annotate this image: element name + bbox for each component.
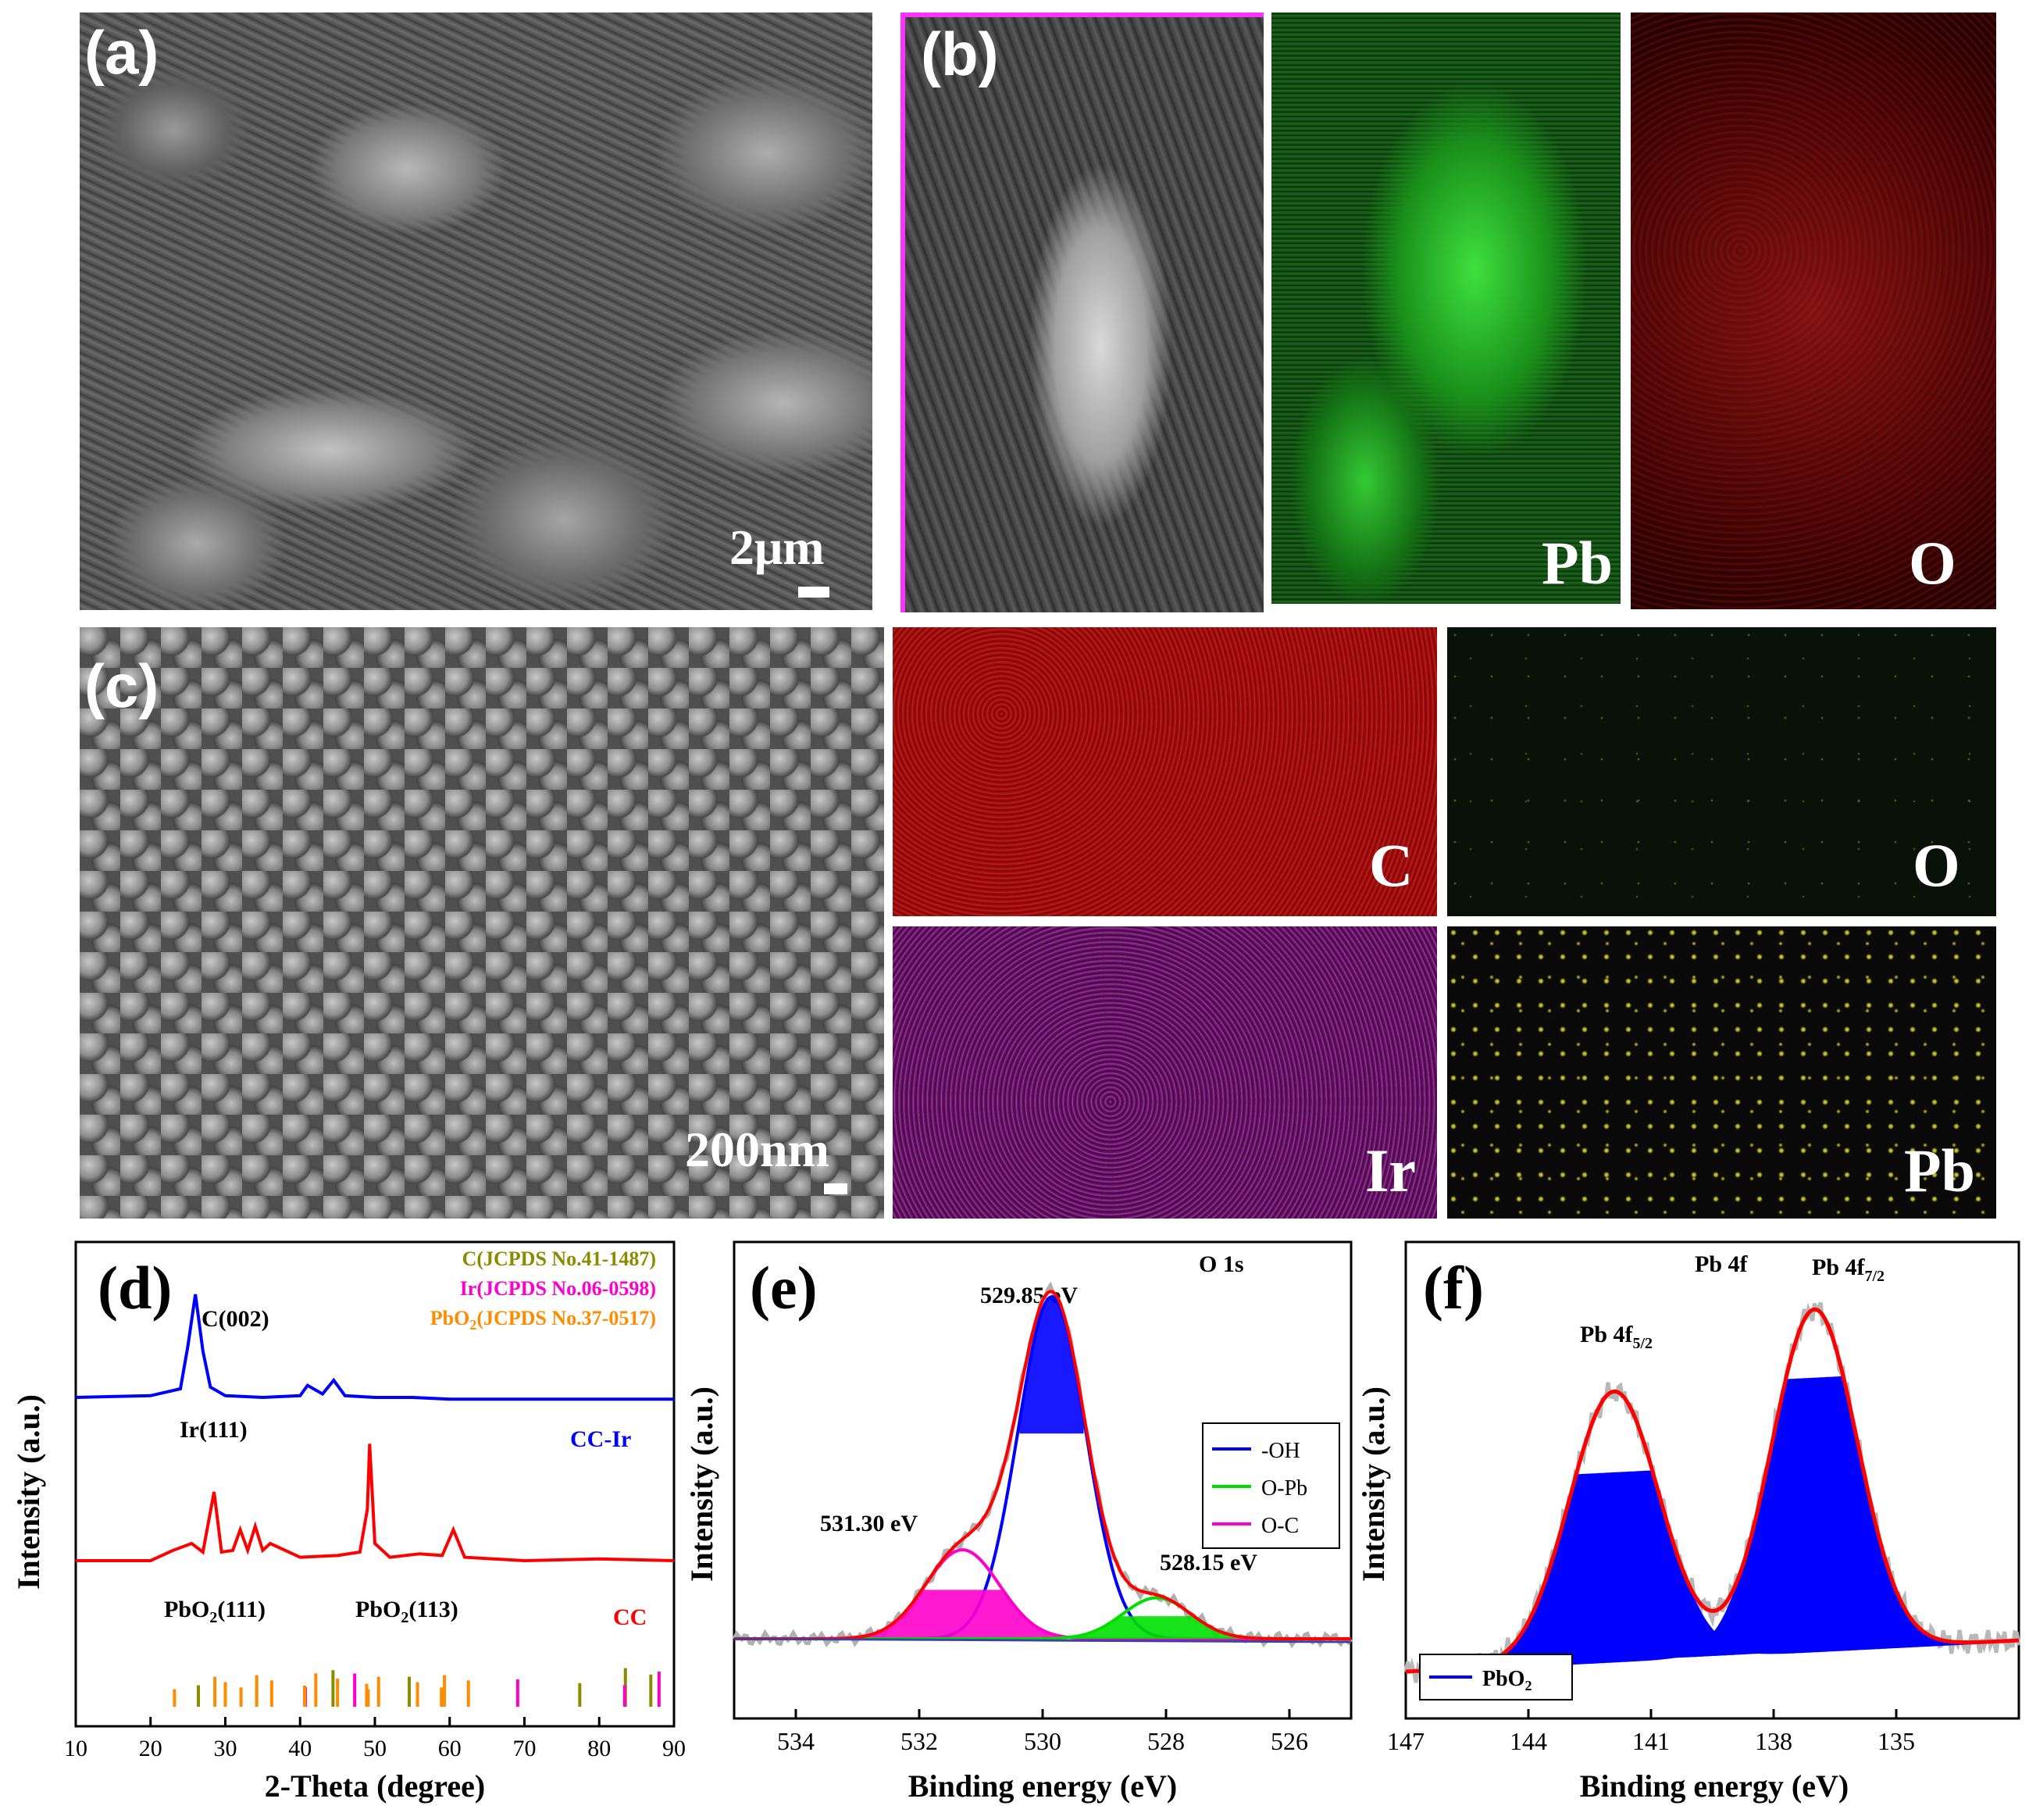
xps-f-curves	[1403, 1301, 2021, 1683]
legend-c-ref: C(JCPDS No.41-1487)	[462, 1247, 656, 1270]
xps-f-y-axis-label: Intensity (a.u.)	[1359, 1386, 1391, 1582]
annot-cc-ir: CC-Ir	[570, 1426, 631, 1452]
xrd-series-cc	[76, 1444, 675, 1563]
x-tick-label-d: 80	[587, 1736, 611, 1761]
xrd-x-axis-label: 2-Theta (degree)	[265, 1768, 486, 1804]
annot-cc: CC	[613, 1604, 647, 1630]
xps-f-x-axis-label: Binding energy (eV)	[1580, 1768, 1849, 1804]
x-tick-label-d: 40	[288, 1736, 312, 1761]
eds-map-pb-c: Pb	[1447, 926, 1996, 1219]
eds-map-ir-c: Ir	[893, 926, 1437, 1219]
scale-bar-label-a: 2μm	[729, 519, 825, 575]
xps-f-peak-1	[1405, 1390, 2020, 1673]
eds-map-c-c: C	[893, 627, 1437, 916]
panel-label-f: (f)	[1423, 1254, 1484, 1322]
xps-o1s-chart-e: (e) O 1s 529.85 eV 531.30 eV 528.15 eV -…	[687, 1240, 1353, 1804]
x-tick-label-f: 138	[1755, 1727, 1792, 1755]
x-tick-label-f: 141	[1632, 1727, 1670, 1755]
xps-f-envelope	[1405, 1307, 2020, 1674]
map-label-o-c: O	[1913, 831, 1960, 899]
xps-e-x-ticks: 534 532 530 528 526	[777, 1709, 1308, 1755]
xrd-x-ticks: 10 20 30 40 50 60 70 80 90	[64, 1717, 686, 1761]
eds-map-pb-b: Pb	[1271, 12, 1621, 604]
x-tick-label-d: 10	[64, 1736, 87, 1761]
x-tick-label-f: 147	[1387, 1727, 1425, 1755]
annot-529-85: 529.85 eV	[980, 1283, 1078, 1308]
sem-image-c: (c) 200nm	[80, 627, 884, 1219]
panel-label-d: (d)	[98, 1254, 172, 1322]
x-tick-label-d: 90	[662, 1736, 686, 1761]
x-tick-label-e: 530	[1024, 1727, 1061, 1755]
x-tick-label-e: 534	[777, 1727, 815, 1755]
x-tick-label-d: 50	[363, 1736, 387, 1761]
panel-label-c: (c)	[84, 651, 159, 720]
panel-label-a: (a)	[84, 18, 159, 87]
legend-ir-ref: Ir(JCPDS No.06-0598)	[460, 1277, 656, 1300]
xps-f-fill-peak-2	[1685, 1376, 1944, 1658]
x-tick-label-d: 60	[438, 1736, 462, 1761]
annot-c002: C(002)	[201, 1306, 269, 1332]
legend-oh: -OH	[1261, 1439, 1300, 1463]
xps-f-legend: PbO2	[1419, 1654, 1573, 1700]
xps-pb4f-chart-f: (f) Pb 4f Pb 4f5/2 Pb 4f7/2 PbO2 147 144 1…	[1359, 1240, 2021, 1804]
sem-image-b: (b)	[900, 12, 1264, 612]
x-tick-label-f: 144	[1510, 1727, 1547, 1755]
xps-e-peak-oc	[734, 1548, 1351, 1640]
map-label-c-c: C	[1369, 831, 1414, 899]
annot-pb4f72: Pb 4f7/2	[1812, 1254, 1885, 1285]
annot-528-15: 528.15 eV	[1160, 1550, 1257, 1576]
xps-e-legend: -OH O-Pb O-C	[1202, 1422, 1340, 1549]
legend-pbo2-ref: PbO2(JCPDS No.37-0517)	[430, 1307, 656, 1333]
annot-531-30: 531.30 eV	[820, 1511, 918, 1536]
scale-bar-a	[798, 587, 829, 598]
x-tick-label-e: 532	[900, 1727, 938, 1755]
xps-e-fill-oc	[858, 1590, 1068, 1639]
xrd-chart-d: (d) C(JCPDS No.41-1487) Ir(JCPDS No.06-0…	[11, 1240, 686, 1804]
xps-f-fill-peak-1	[1483, 1470, 1746, 1668]
xrd-series-group	[75, 1294, 675, 1563]
eds-map-o-b: O	[1631, 12, 1996, 609]
xps-e-fill-opb	[1068, 1616, 1243, 1639]
xps-e-curves	[732, 1281, 1353, 1649]
xps-e-y-axis-label: Intensity (a.u.)	[687, 1386, 719, 1582]
x-tick-label-e: 528	[1147, 1727, 1185, 1755]
x-tick-label-d: 70	[513, 1736, 537, 1761]
x-tick-label-d: 20	[139, 1736, 162, 1761]
xrd-series-cc-ir	[75, 1294, 674, 1401]
xps-f-title: Pb 4f	[1695, 1251, 1749, 1277]
map-label-pb-c: Pb	[1904, 1137, 1976, 1204]
map-label-pb-b: Pb	[1542, 529, 1614, 597]
xrd-reference-lines	[173, 1668, 661, 1707]
annot-pbo2-111: PbO2(111)	[164, 1597, 266, 1626]
xrd-y-axis-label: Intensity (a.u.)	[11, 1394, 46, 1590]
map-label-ir-c: Ir	[1365, 1137, 1416, 1204]
panel-label-e: (e)	[750, 1254, 818, 1322]
legend-o-pb: O-Pb	[1261, 1476, 1307, 1501]
eds-map-o-c: O	[1447, 627, 1996, 916]
scale-bar-c	[824, 1183, 847, 1194]
sem-image-a: (a) 2μm	[80, 12, 872, 610]
xps-f-x-ticks: 147 144 141 138 135	[1387, 1709, 1915, 1755]
xps-e-title: O 1s	[1199, 1251, 1244, 1277]
xps-e-x-axis-label: Binding energy (eV)	[908, 1768, 1177, 1804]
scale-bar-label-c: 200nm	[685, 1122, 829, 1177]
legend-o-c: O-C	[1261, 1514, 1299, 1538]
xps-e-fill-oh	[1019, 1297, 1084, 1434]
x-tick-label-e: 526	[1271, 1727, 1308, 1755]
panel-label-b: (b)	[921, 20, 999, 88]
annot-pb4f52: Pb 4f5/2	[1580, 1322, 1653, 1352]
xps-e-baseline	[733, 1637, 1352, 1643]
legend-pbo2-f: PbO2	[1482, 1667, 1532, 1693]
xps-f-raw-data	[1403, 1301, 2021, 1683]
map-label-o-b: O	[1909, 529, 1956, 597]
annot-ir111: Ir(111)	[180, 1417, 248, 1443]
x-tick-label-f: 135	[1877, 1727, 1915, 1755]
plot-frame-f	[1404, 1240, 2020, 1720]
x-tick-label-d: 30	[214, 1736, 237, 1761]
annot-pbo2-113: PbO2(113)	[355, 1597, 458, 1626]
